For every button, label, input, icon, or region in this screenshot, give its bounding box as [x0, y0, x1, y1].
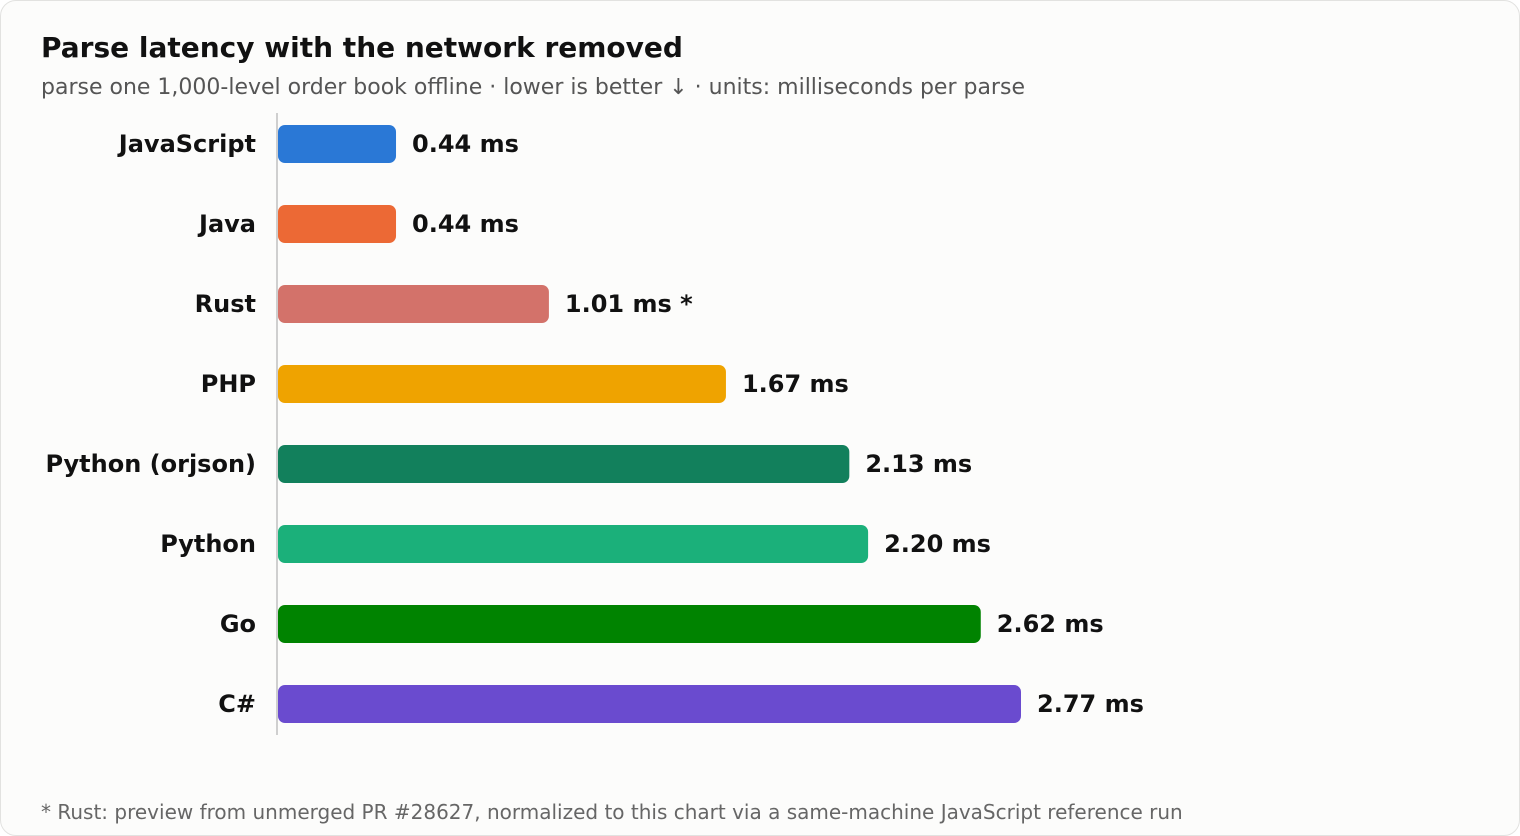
bar [278, 365, 726, 403]
bar [278, 445, 850, 483]
category-label: Go [220, 610, 256, 638]
bar [278, 525, 869, 563]
value-label: 1.67 ms [742, 370, 849, 398]
value-label: 0.44 ms [412, 130, 519, 158]
category-label: C# [218, 690, 256, 718]
bar-chart: JavaScript 0.44 ms Java 0.44 ms Rust 1.01 ms … [45, 113, 1144, 735]
bar [278, 605, 981, 643]
bar [278, 685, 1021, 723]
value-label: 2.13 ms [865, 450, 972, 478]
bar [278, 285, 549, 323]
value-label: 2.20 ms [884, 530, 991, 558]
chart-subtitle: parse one 1,000-level order book offline… [41, 75, 1025, 100]
chart-title: Parse latency with the network removed [41, 31, 683, 64]
category-label: Java [197, 210, 256, 238]
category-label: PHP [201, 370, 256, 398]
bar [278, 205, 397, 243]
category-label: Rust [195, 290, 256, 318]
value-label: 1.01 ms * [565, 290, 693, 318]
category-label: JavaScript [117, 130, 256, 158]
value-label: 2.77 ms [1037, 690, 1144, 718]
value-label: 0.44 ms [412, 210, 519, 238]
value-label: 2.62 ms [997, 610, 1104, 638]
category-label: Python (orjson) [45, 450, 256, 478]
chart-footnote: * Rust: preview from unmerged PR #28627,… [41, 800, 1183, 824]
category-label: Python [160, 530, 256, 558]
bar [278, 125, 397, 163]
